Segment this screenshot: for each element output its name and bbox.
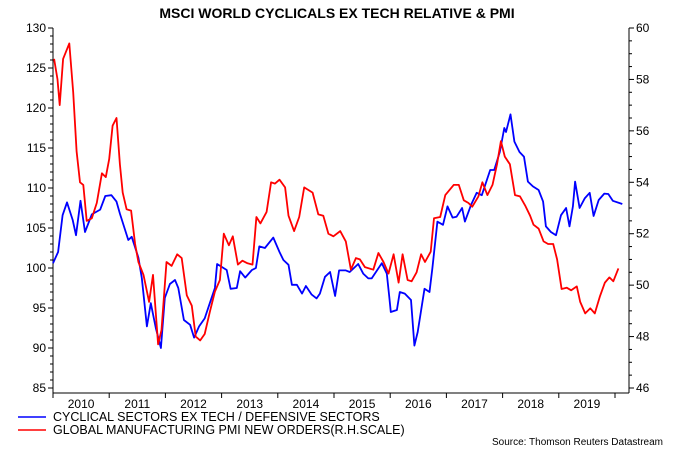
source-note: Source: Thomson Reuters Datastream — [492, 437, 663, 448]
left-axis-tick-label: 130 — [26, 21, 46, 35]
right-axis-tick-label: 56 — [636, 124, 650, 138]
x-axis-tick-label: 2016 — [405, 397, 432, 411]
right-axis-tick-label: 50 — [636, 278, 650, 292]
left-axis-tick-label: 85 — [33, 381, 47, 395]
series-line-pmi-new-orders — [53, 42, 620, 346]
x-axis-tick-label: 2010 — [68, 397, 95, 411]
right-axis-tick-label: 48 — [636, 330, 650, 344]
x-axis-tick-label: 2013 — [236, 397, 263, 411]
x-axis-tick-label: 2017 — [461, 397, 488, 411]
x-axis-tick-label: 2014 — [293, 397, 320, 411]
x-axis-tick-label: 2018 — [517, 397, 544, 411]
legend-label-pmi: GLOBAL MANUFACTURING PMI NEW ORDERS(R.H.… — [53, 423, 405, 437]
x-axis-tick-label: 2015 — [349, 397, 376, 411]
left-axis-tick-label: 115 — [27, 141, 46, 155]
right-axis-tick-label: 52 — [636, 227, 650, 241]
right-axis-tick-label: 54 — [636, 175, 650, 189]
legend-label-relative: CYCLICAL SECTORS EX TECH / DEFENSIVE SEC… — [53, 410, 380, 424]
left-axis-tick-label: 110 — [27, 181, 46, 195]
series-group — [52, 42, 623, 349]
left-axis-tick-label: 100 — [26, 261, 46, 275]
left-axis-tick-label: 90 — [33, 341, 47, 355]
axes: 85 90 95 100 105 110 115 120 125 130 46 48 50 52 54 56 5… — [26, 21, 650, 411]
series-line-cyclicals-relative — [52, 113, 623, 349]
chart-title: MSCI WORLD CYCLICALS EX TECH RELATIVE & … — [159, 5, 514, 21]
right-axis-tick-label: 58 — [636, 72, 650, 86]
left-axis-tick-label: 95 — [33, 301, 47, 315]
x-axis-tick-label: 2019 — [574, 397, 601, 411]
legend: CYCLICAL SECTORS EX TECH / DEFENSIVE SEC… — [18, 410, 405, 437]
left-axis-tick-label: 105 — [26, 221, 46, 235]
left-axis-tick-label: 125 — [26, 61, 46, 75]
x-axis-tick-label: 2011 — [124, 397, 150, 411]
x-axis-tick-label: 2012 — [180, 397, 207, 411]
right-axis-tick-label: 60 — [636, 21, 650, 35]
left-axis-tick-label: 120 — [26, 101, 46, 115]
right-axis-tick-label: 46 — [636, 381, 650, 395]
